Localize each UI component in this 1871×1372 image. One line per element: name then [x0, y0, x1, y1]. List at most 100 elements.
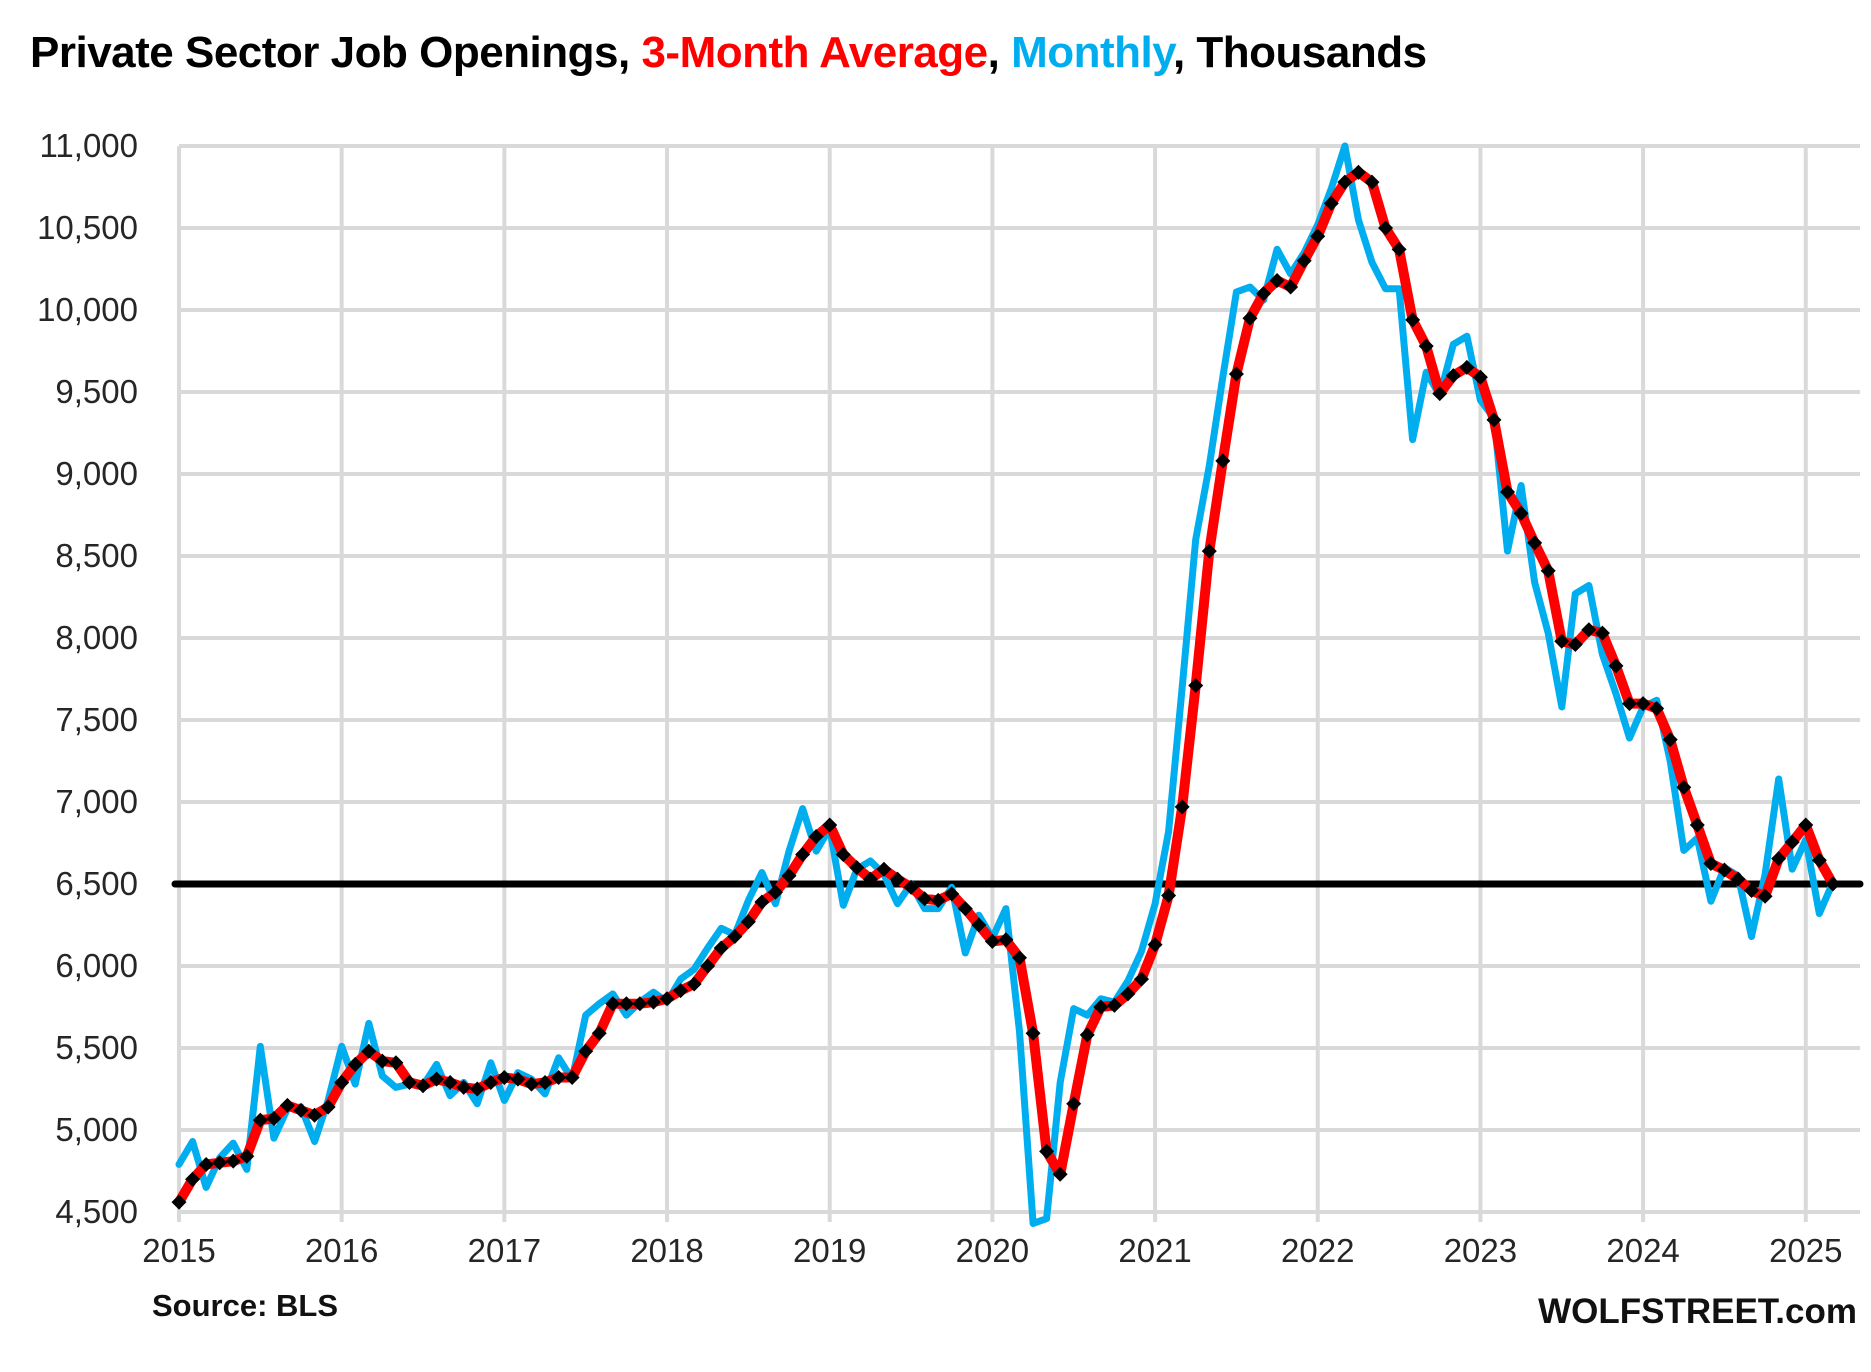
diamond-marker — [1242, 310, 1258, 326]
diamond-marker — [700, 958, 716, 974]
diamond-marker — [1256, 286, 1272, 302]
diamond-marker — [1825, 876, 1841, 892]
diamond-marker — [1689, 817, 1705, 833]
diamond-marker — [1581, 622, 1597, 638]
diamond-marker — [822, 817, 838, 833]
diamond-marker — [984, 933, 1000, 949]
diamond-marker — [1052, 1166, 1068, 1182]
diamond-marker — [1662, 732, 1678, 748]
diamond-marker — [944, 886, 960, 902]
y-axis-label: 8,500 — [55, 537, 138, 574]
x-axis-label: 2025 — [1769, 1232, 1842, 1269]
diamond-marker — [1716, 862, 1732, 878]
diamond-marker — [1174, 799, 1190, 815]
diamond-marker — [1147, 937, 1163, 953]
monthly-line — [175, 142, 1837, 1227]
diamond-marker — [1649, 701, 1665, 717]
diamond-marker — [862, 871, 878, 887]
diamond-marker — [1513, 505, 1529, 521]
diamond-marker — [1540, 563, 1556, 579]
diamond-marker — [659, 991, 675, 1007]
diamond-marker — [551, 1070, 567, 1086]
y-axis-label: 10,500 — [37, 209, 138, 246]
x-axis-label: 2022 — [1281, 1232, 1354, 1269]
y-axis-label: 9,500 — [55, 373, 138, 410]
diamond-marker — [483, 1074, 499, 1090]
diamond-marker — [212, 1155, 228, 1171]
diamond-marker — [1066, 1096, 1082, 1112]
diamond-marker — [727, 928, 743, 944]
diamond-marker — [1134, 971, 1150, 987]
y-axis-label: 4,500 — [55, 1193, 138, 1230]
diamond-marker — [1486, 412, 1502, 428]
diamond-marker — [957, 901, 973, 917]
diamond-marker — [252, 1112, 268, 1128]
y-axis-labels: 4,500 5,000 5,500 6,000 6,500 7,000 7,500 8,000… — [37, 127, 138, 1230]
diamond-marker — [307, 1107, 323, 1123]
diamond-marker — [1744, 883, 1760, 899]
diamond-marker — [808, 828, 824, 844]
diamond-marker — [1120, 986, 1136, 1002]
diamond-marker — [1418, 338, 1434, 354]
diamond-marker — [1703, 856, 1719, 871]
diamond-marker — [266, 1111, 282, 1127]
diamond-marker — [1201, 543, 1217, 559]
diamond-marker — [876, 861, 892, 877]
diamond-marker — [1350, 164, 1366, 180]
diamond-marker — [1472, 369, 1488, 385]
diamond-marker — [1405, 312, 1421, 328]
diamond-marker — [429, 1071, 445, 1087]
y-axis-label: 7,500 — [55, 701, 138, 738]
diamond-marker — [767, 884, 783, 900]
diamond-marker — [388, 1055, 404, 1071]
diamond-marker — [930, 892, 946, 908]
diamond-marker — [1323, 195, 1339, 211]
diamond-marker — [1771, 851, 1787, 867]
diamond-marker — [1283, 279, 1299, 295]
x-axis-label: 2023 — [1444, 1232, 1517, 1269]
diamond-marker — [1188, 678, 1204, 694]
diamond-marker — [1567, 637, 1583, 653]
diamond-marker — [1608, 658, 1624, 674]
diamond-marker — [1622, 696, 1638, 712]
diamond-marker — [1445, 368, 1461, 384]
title-segment-main: Private Sector Job Openings, — [30, 28, 642, 77]
diamond-marker — [1378, 220, 1394, 236]
diamond-marker — [1215, 453, 1231, 469]
diamond-marker — [1784, 834, 1800, 850]
y-axis-label: 6,000 — [55, 947, 138, 984]
diamond-marker — [185, 1171, 201, 1187]
y-axis-label: 7,000 — [55, 783, 138, 820]
y-axis-label: 10,000 — [37, 291, 138, 328]
diamond-marker — [334, 1074, 350, 1090]
diamond-marker — [1391, 241, 1407, 257]
diamond-marker — [591, 1025, 607, 1041]
diamond-marker — [835, 846, 851, 862]
diamond-marker — [605, 996, 621, 1012]
diamond-marker — [1757, 888, 1773, 904]
diamond-marker — [1310, 228, 1326, 244]
x-axis-label: 2020 — [956, 1232, 1029, 1269]
diamond-marker — [1730, 871, 1746, 887]
x-axis-labels: 2015 2016 2017 2018 2019 2020 2021 2022 2023 2024… — [142, 1232, 1842, 1269]
diamond-marker — [1106, 997, 1122, 1013]
diamond-marker — [456, 1079, 472, 1095]
title-segment-comma1: , — [987, 28, 1012, 77]
diamond-marker — [917, 891, 933, 907]
y-axis-label: 9,000 — [55, 455, 138, 492]
x-axis-label: 2021 — [1118, 1232, 1191, 1269]
title-segment-avg3: 3-Month Average — [641, 28, 988, 77]
diamond-marker — [971, 917, 987, 933]
diamond-marker — [415, 1078, 431, 1094]
diamond-marker — [198, 1156, 214, 1172]
diamond-marker — [1228, 366, 1244, 382]
diamond-marker — [1554, 633, 1570, 649]
wolfstreet-watermark: WOLFSTREET.com — [1538, 1292, 1857, 1331]
diamond-marker — [1269, 272, 1285, 288]
diamond-marker — [849, 860, 865, 876]
diamond-marker — [998, 932, 1014, 948]
y-axis-label: 5,000 — [55, 1111, 138, 1148]
title-segment-monthly: Monthly — [1011, 28, 1173, 77]
diamond-marker — [632, 996, 648, 1012]
